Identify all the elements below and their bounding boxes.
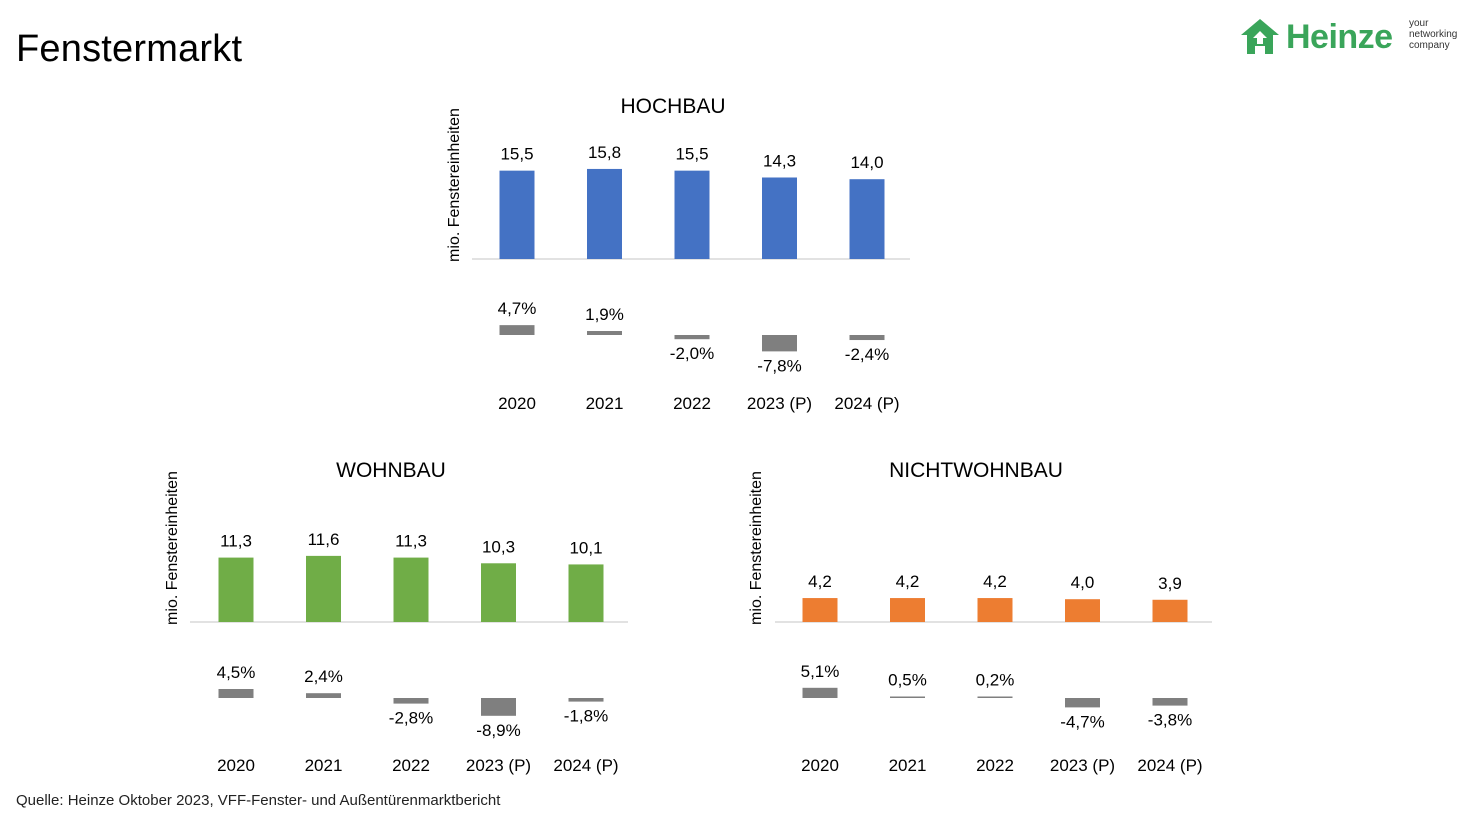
change-bar [218,689,254,698]
change-label: 4,7% [498,299,537,318]
bar-value-label: 11,6 [308,530,340,549]
bar [587,168,622,259]
chart-title: HOCHBAU [620,95,725,118]
change-bar [306,693,341,698]
bar-value-label: 4,2 [983,572,1007,591]
bar [1152,599,1188,622]
change-bar [568,698,604,702]
bar-value-label: 15,8 [588,143,621,162]
change-bar [890,696,925,698]
change-bar [481,698,516,716]
change-label: -2,8% [389,709,433,728]
bar-value-label: 14,0 [850,153,883,172]
bar [218,557,254,622]
change-label: -2,0% [670,344,714,363]
change-label: -4,7% [1060,712,1104,731]
heinze-logo[interactable]: Heinze your networking company [1238,14,1468,62]
change-label: -1,8% [564,707,608,726]
change-bar [1152,698,1188,706]
bar-value-label: 3,9 [1158,574,1182,593]
change-label: 0,2% [976,671,1015,690]
page-title: Fenstermarkt [16,28,243,70]
bar [481,563,516,622]
category-tick-label: 2020 [498,394,536,413]
category-tick-label: 2024 (P) [553,756,618,775]
change-bar [849,335,885,341]
change-label: 2,4% [304,667,343,686]
bar [977,598,1013,622]
bar [762,177,797,259]
logo-wordmark: Heinze [1286,18,1393,56]
category-tick-label: 2021 [305,756,343,775]
change-label: 5,1% [801,662,840,681]
change-bar [587,331,622,335]
source-note: Quelle: Heinze Oktober 2023, VFF-Fenster… [16,792,501,809]
category-tick-label: 2024 (P) [1137,756,1202,775]
change-bar [762,335,797,352]
category-tick-label: 2021 [889,756,927,775]
change-bar [674,335,710,340]
category-tick-label: 2022 [392,756,430,775]
change-bar [393,698,429,704]
category-tick-label: 2023 (P) [466,756,531,775]
bar [802,598,838,622]
bar [1065,599,1100,622]
bar [306,555,341,622]
change-label: -7,8% [757,356,801,375]
change-label: -2,4% [845,345,889,364]
bar-value-label: 15,5 [500,145,533,164]
category-tick-label: 2022 [976,756,1014,775]
category-tick-label: 2024 (P) [834,394,899,413]
bar-value-label: 4,2 [896,572,920,591]
bar-value-label: 4,0 [1071,573,1095,592]
change-bar [499,325,535,335]
category-tick-label: 2020 [217,756,255,775]
logo-tagline-line: networking [1409,29,1458,40]
y-axis-label: mio. Fenstereinheiten [748,471,765,625]
bar [393,557,429,622]
logo-tagline-line: your [1409,18,1429,29]
change-bar [977,696,1013,698]
bar [499,170,535,259]
change-label: 4,5% [217,663,256,682]
category-tick-label: 2020 [801,756,839,775]
category-tick-label: 2021 [586,394,624,413]
change-bar [1065,698,1100,708]
change-bar [802,687,838,698]
bar-value-label: 11,3 [395,532,427,551]
bar-value-label: 4,2 [808,572,832,591]
change-label: -8,9% [476,721,520,740]
logo-tagline-line: company [1409,40,1450,51]
y-axis-label: mio. Fenstereinheiten [446,108,463,262]
logo-tagline: your networking company [1409,18,1478,51]
change-label: 0,5% [888,671,927,690]
charts-canvas: HOCHBAU mio. Fenstereinheiten 15,5 4,7% 2020… [164,95,1212,775]
chart-title: WOHNBAU [336,459,446,482]
y-axis-label: mio. Fenstereinheiten [164,471,181,625]
bar-value-label: 15,5 [675,145,708,164]
bar-value-label: 14,3 [763,151,796,170]
bar-value-label: 10,3 [482,537,515,556]
bar [674,170,710,259]
change-label: 1,9% [585,305,624,324]
category-tick-label: 2022 [673,394,711,413]
house-arrows-icon [1241,19,1279,54]
category-tick-label: 2023 (P) [1050,756,1115,775]
bar-value-label: 10,1 [569,538,602,557]
bar [849,179,885,259]
bar [890,598,925,622]
bar [568,564,604,622]
bar-value-label: 11,3 [220,532,252,551]
chart-title: NICHTWOHNBAU [889,459,1063,482]
change-label: -3,8% [1148,711,1192,730]
category-tick-label: 2023 (P) [747,394,812,413]
